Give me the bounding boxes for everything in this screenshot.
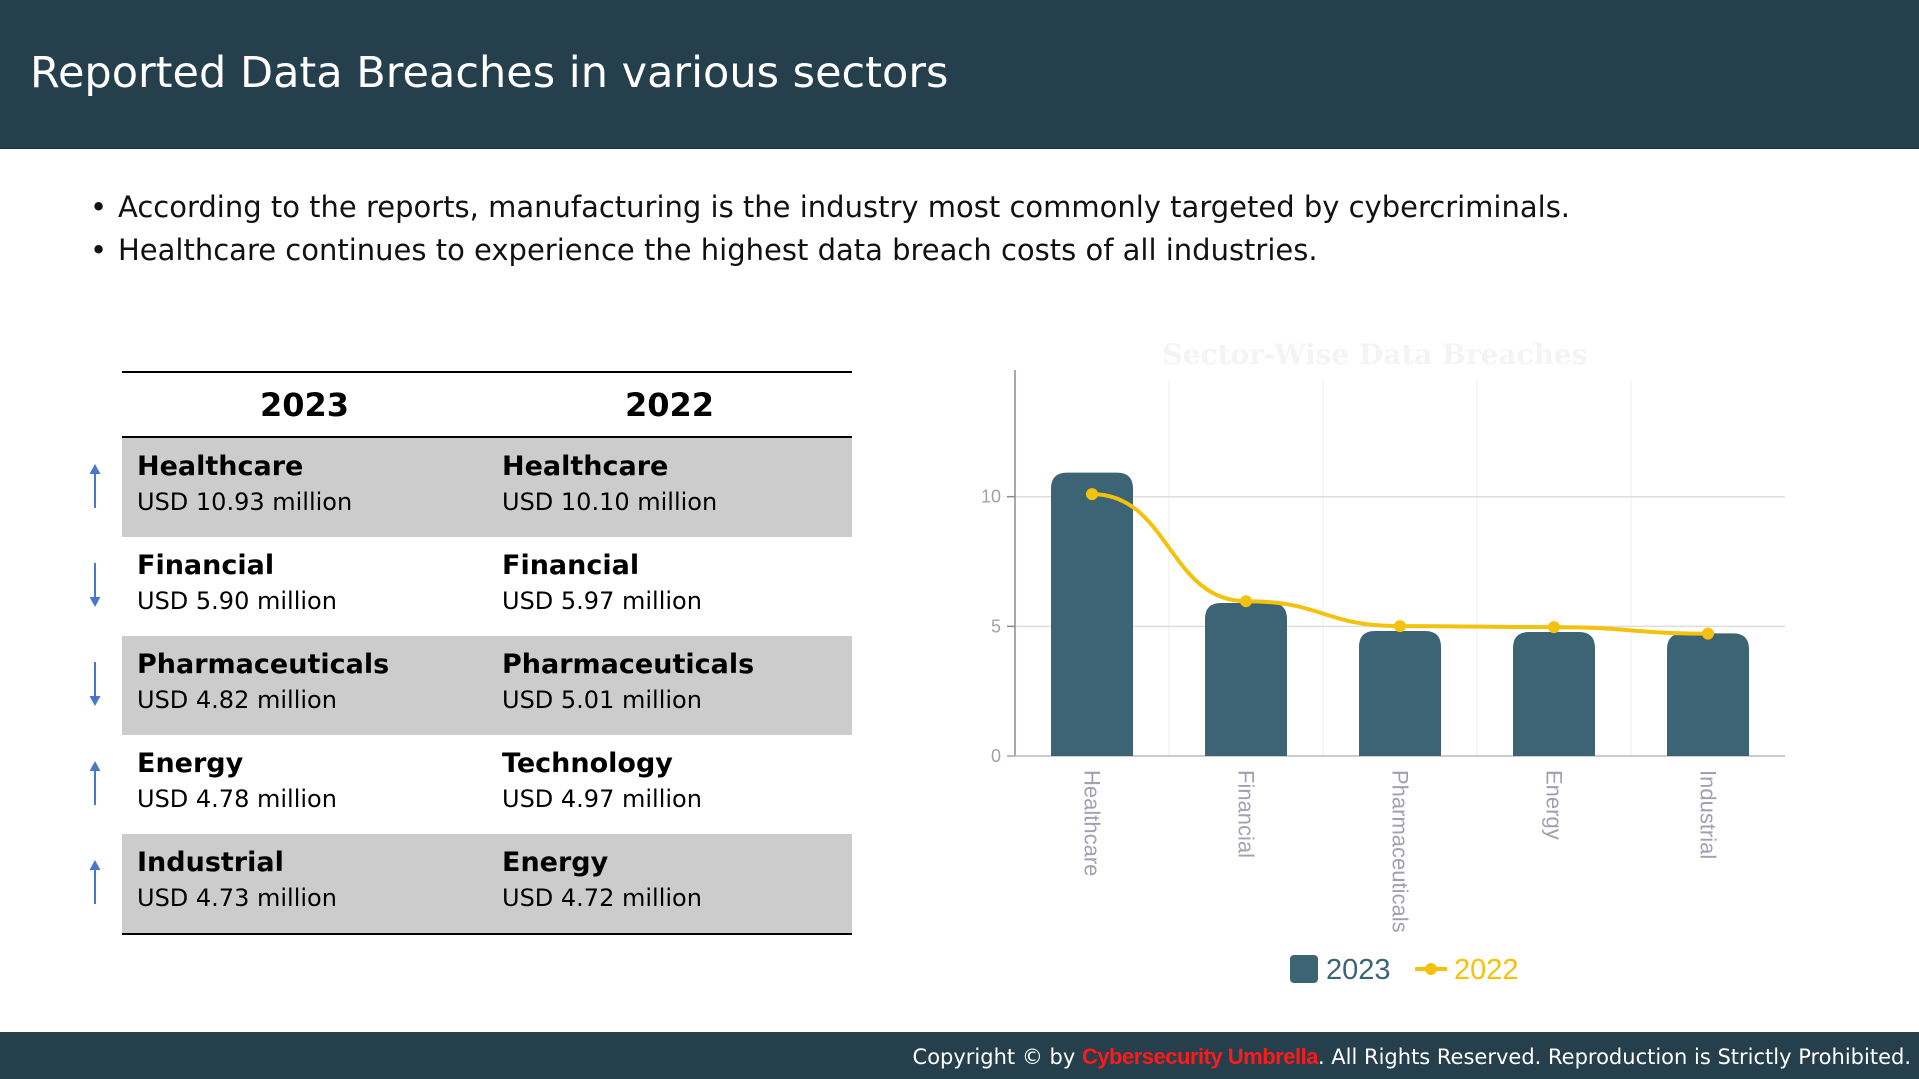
cell-2022: Energy USD 4.72 million xyxy=(487,834,852,933)
sector-name: Technology xyxy=(502,748,673,779)
bullet-dot-icon: • xyxy=(90,233,108,267)
bullet-text: Healthcare continues to experience the h… xyxy=(118,233,1318,267)
cell-2023: Energy USD 4.78 million xyxy=(122,735,487,834)
trend-arrow-up-icon xyxy=(89,860,101,904)
sector-name: Energy xyxy=(137,748,244,779)
bullet-text: According to the reports, manufacturing … xyxy=(118,190,1571,224)
point-2022-energy xyxy=(1548,621,1560,634)
legend-label-2022: 2022 xyxy=(1454,954,1519,986)
sector-name: Healthcare xyxy=(137,451,304,482)
series-line-2022 xyxy=(1091,492,1709,636)
bar-2023-healthcare xyxy=(1051,472,1133,756)
sector-name: Healthcare xyxy=(502,451,669,482)
legend-swatch-2023 xyxy=(1290,955,1318,983)
legend-label-2023: 2023 xyxy=(1326,954,1391,986)
bullet-item: • Healthcare continues to experience the … xyxy=(88,229,1570,272)
copyright-prefix: Copyright © by xyxy=(912,1045,1082,1069)
sector-breach-chart: Sector-Wise Data Breaches 0 5 10 Healthcare F… xyxy=(981,338,1785,986)
breach-cost: USD 4.78 million xyxy=(137,785,337,813)
bullet-dot-icon: • xyxy=(90,190,108,224)
breach-cost: USD 10.93 million xyxy=(137,488,353,516)
cell-2022: Pharmaceuticals USD 5.01 million xyxy=(487,636,852,735)
breach-cost: USD 4.97 million xyxy=(502,785,702,813)
table-row: Industrial USD 4.73 million Energy USD 4… xyxy=(89,834,852,935)
cell-2022: Financial USD 5.97 million xyxy=(487,537,852,636)
bullet-item: • According to the reports, manufacturing… xyxy=(88,186,1570,229)
point-2022-healthcare xyxy=(1086,488,1098,501)
trend-arrow-up-icon xyxy=(89,464,101,508)
sector-name: Financial xyxy=(137,550,275,581)
cell-2023: Industrial USD 4.73 million xyxy=(122,834,487,933)
sector-name: Energy xyxy=(502,847,609,878)
bullet-list: • According to the reports, manufacturing… xyxy=(88,186,1570,272)
breach-cost-table: 2023 2022 Healthcare USD 10.93 million H… xyxy=(89,371,852,935)
breach-cost: USD 5.90 million xyxy=(137,587,337,615)
breach-cost: USD 5.97 million xyxy=(502,587,702,615)
bar-2023-financial xyxy=(1205,603,1287,756)
trend-arrow-down-icon xyxy=(89,563,101,607)
point-2022-financial xyxy=(1240,595,1252,608)
y-tick-label: 5 xyxy=(991,616,1001,636)
legend-marker-2022 xyxy=(1425,963,1437,975)
x-category-label: Industrial xyxy=(1696,770,1721,859)
breach-cost: USD 10.10 million xyxy=(502,488,718,516)
sector-name: Pharmaceuticals xyxy=(502,649,755,680)
y-tick-label: 10 xyxy=(981,487,1001,507)
sector-name: Pharmaceuticals xyxy=(137,649,390,680)
footer-bar: Copyright © by Cybersecurity Umbrella. A… xyxy=(0,1032,1919,1079)
sector-name: Industrial xyxy=(137,847,284,878)
breach-cost: USD 4.82 million xyxy=(137,686,337,714)
cell-2023: Financial USD 5.90 million xyxy=(122,537,487,636)
cell-2023: Healthcare USD 10.93 million xyxy=(122,438,487,537)
breach-cost: USD 4.73 million xyxy=(137,884,337,912)
table-row: Energy USD 4.78 million Technology USD 4… xyxy=(89,735,852,834)
breach-cost: USD 5.01 million xyxy=(502,686,702,714)
chart-title: Sector-Wise Data Breaches xyxy=(1162,338,1587,371)
trend-arrow-down-icon xyxy=(89,662,101,706)
x-category-label: Pharmaceuticals xyxy=(1388,770,1413,933)
table-header: 2023 2022 xyxy=(122,371,852,438)
brand-name: Cybersecurity Umbrella xyxy=(1081,1044,1319,1069)
sector-name: Financial xyxy=(502,550,640,581)
bar-2023-industrial xyxy=(1667,633,1749,756)
copyright-suffix: . All Rights Reserved. Reproduction is S… xyxy=(1317,1045,1911,1069)
breach-cost: USD 4.72 million xyxy=(502,884,702,912)
cell-2023: Pharmaceuticals USD 4.82 million xyxy=(122,636,487,735)
table-row: Financial USD 5.90 million Financial USD… xyxy=(89,537,852,636)
point-2022-industrial xyxy=(1702,627,1714,640)
column-header-2022: 2022 xyxy=(624,385,715,424)
trend-arrow-up-icon xyxy=(89,761,101,805)
table-row: Pharmaceuticals USD 4.82 million Pharmac… xyxy=(89,636,852,735)
x-category-label: Energy xyxy=(1542,770,1567,840)
header-bar: Reported Data Breaches in various sector… xyxy=(0,0,1919,149)
table-row: Healthcare USD 10.93 million Healthcare … xyxy=(89,438,852,537)
x-category-label: Financial xyxy=(1234,770,1259,858)
copyright-notice: Copyright © by Cybersecurity Umbrella. A… xyxy=(913,1044,1911,1070)
page-title: Reported Data Breaches in various sector… xyxy=(30,48,949,98)
bar-2023-pharmaceuticals xyxy=(1359,631,1441,756)
cell-2022: Technology USD 4.97 million xyxy=(487,735,852,834)
cell-2022: Healthcare USD 10.10 million xyxy=(487,438,852,537)
column-header-2023: 2023 xyxy=(259,385,350,424)
point-2022-pharmaceuticals xyxy=(1394,620,1406,633)
y-tick-label: 0 xyxy=(991,746,1001,766)
bar-2023-energy xyxy=(1513,632,1595,756)
x-category-label: Healthcare xyxy=(1080,770,1105,876)
